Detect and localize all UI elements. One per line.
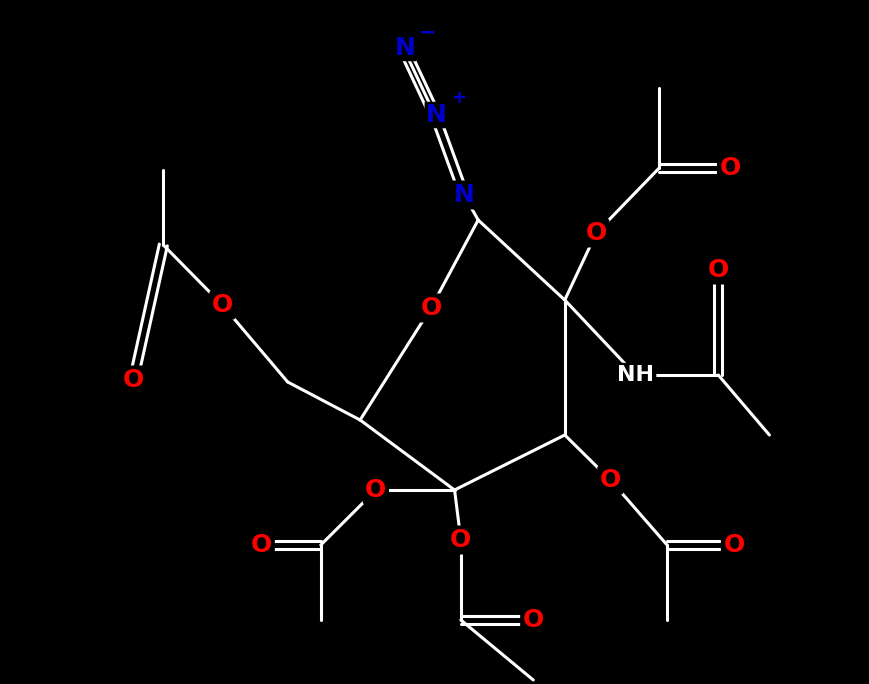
Text: O: O bbox=[365, 478, 387, 502]
Text: N: N bbox=[395, 36, 415, 60]
Text: NH: NH bbox=[617, 365, 654, 385]
Text: O: O bbox=[212, 293, 233, 317]
Text: O: O bbox=[421, 296, 441, 320]
Text: O: O bbox=[123, 368, 144, 392]
Text: N: N bbox=[426, 103, 447, 127]
Text: O: O bbox=[723, 533, 745, 557]
Text: O: O bbox=[251, 533, 272, 557]
Text: O: O bbox=[600, 468, 621, 492]
Text: +: + bbox=[451, 89, 467, 107]
Text: O: O bbox=[707, 258, 729, 282]
Text: O: O bbox=[522, 608, 544, 632]
Text: O: O bbox=[586, 221, 607, 245]
Text: N: N bbox=[454, 183, 474, 207]
Text: O: O bbox=[450, 528, 472, 552]
Text: O: O bbox=[720, 156, 740, 180]
Text: −: − bbox=[419, 23, 436, 43]
